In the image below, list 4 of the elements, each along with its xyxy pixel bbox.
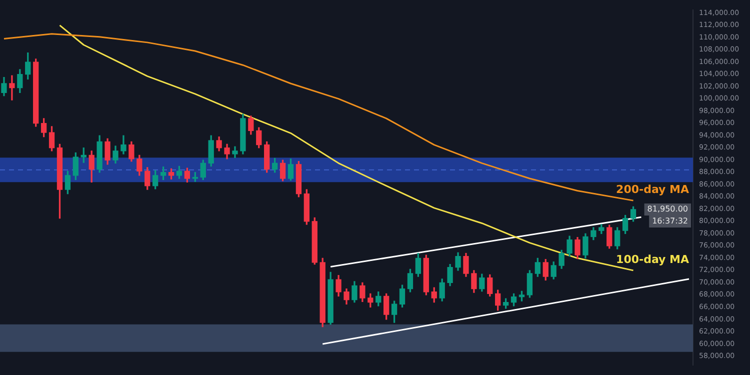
annotation: 81,950.00 xyxy=(647,204,688,214)
series-label: 200-day MA xyxy=(616,182,690,196)
annotation: 16:37:32 xyxy=(652,216,688,226)
series-label: 100-day MA xyxy=(616,252,690,266)
